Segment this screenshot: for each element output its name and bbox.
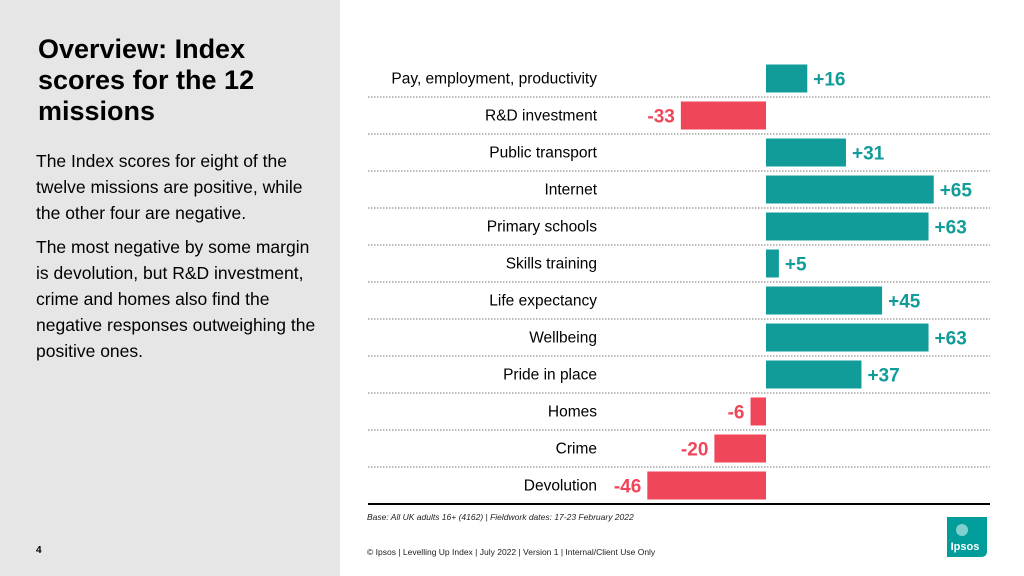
category-label: Devolution: [524, 478, 597, 495]
paragraph-summary: The Index scores for eight of the twelve…: [36, 151, 303, 223]
category-label: Skills training: [506, 256, 597, 273]
category-label: Life expectancy: [489, 293, 597, 310]
ipsos-logo-circle: [956, 524, 968, 536]
bar: [766, 212, 929, 241]
left-panel: Overview: Index scores for the 12 missio…: [0, 0, 340, 576]
category-label: Crime: [556, 441, 597, 458]
category-label: Pride in place: [503, 367, 597, 384]
category-label: Public transport: [489, 145, 597, 162]
paragraph-detail: The most negative by some margin is devo…: [36, 237, 316, 361]
ipsos-logo-text: Ipsos: [951, 541, 980, 553]
data-label: +63: [935, 218, 967, 239]
base-note: Base: All UK adults 16+ (4162) | Fieldwo…: [367, 512, 634, 522]
data-label: +63: [935, 329, 967, 350]
bar: [750, 397, 766, 426]
index-scores-chart: Pay, employment, productivity +16 R&D inve…: [368, 64, 990, 505]
category-label: Homes: [548, 404, 597, 421]
footer-text: © Ipsos | Levelling Up Index | July 2022…: [367, 547, 656, 557]
data-label: -46: [614, 477, 641, 498]
data-label: -6: [728, 403, 745, 424]
category-label: Pay, employment, productivity: [391, 71, 597, 88]
bar: [766, 138, 846, 167]
bar: [647, 471, 766, 500]
bar: [766, 360, 862, 389]
ipsos-logo: Ipsos: [947, 517, 987, 557]
bar: [766, 175, 934, 204]
data-label: +37: [867, 366, 899, 387]
data-label: +45: [888, 292, 921, 313]
category-label: Primary schools: [487, 219, 597, 236]
data-label: -33: [647, 107, 674, 128]
data-label: +16: [813, 70, 845, 91]
data-label: -20: [681, 440, 708, 461]
category-label: Internet: [544, 182, 597, 199]
data-label: +5: [785, 255, 807, 276]
data-label: +31: [852, 144, 885, 165]
category-label: Wellbeing: [529, 330, 597, 347]
page-number: 4: [36, 545, 42, 556]
bar: [714, 434, 766, 463]
slide-body-text: The Index scores for eight of the twelve…: [36, 148, 326, 372]
data-label: +65: [940, 181, 973, 202]
bar: [766, 249, 779, 278]
bar: [766, 323, 929, 352]
bar: [766, 64, 808, 93]
slide-title: Overview: Index scores for the 12 missio…: [38, 34, 255, 126]
bar: [766, 286, 883, 315]
bar: [680, 101, 766, 130]
category-label: R&D investment: [485, 108, 598, 125]
